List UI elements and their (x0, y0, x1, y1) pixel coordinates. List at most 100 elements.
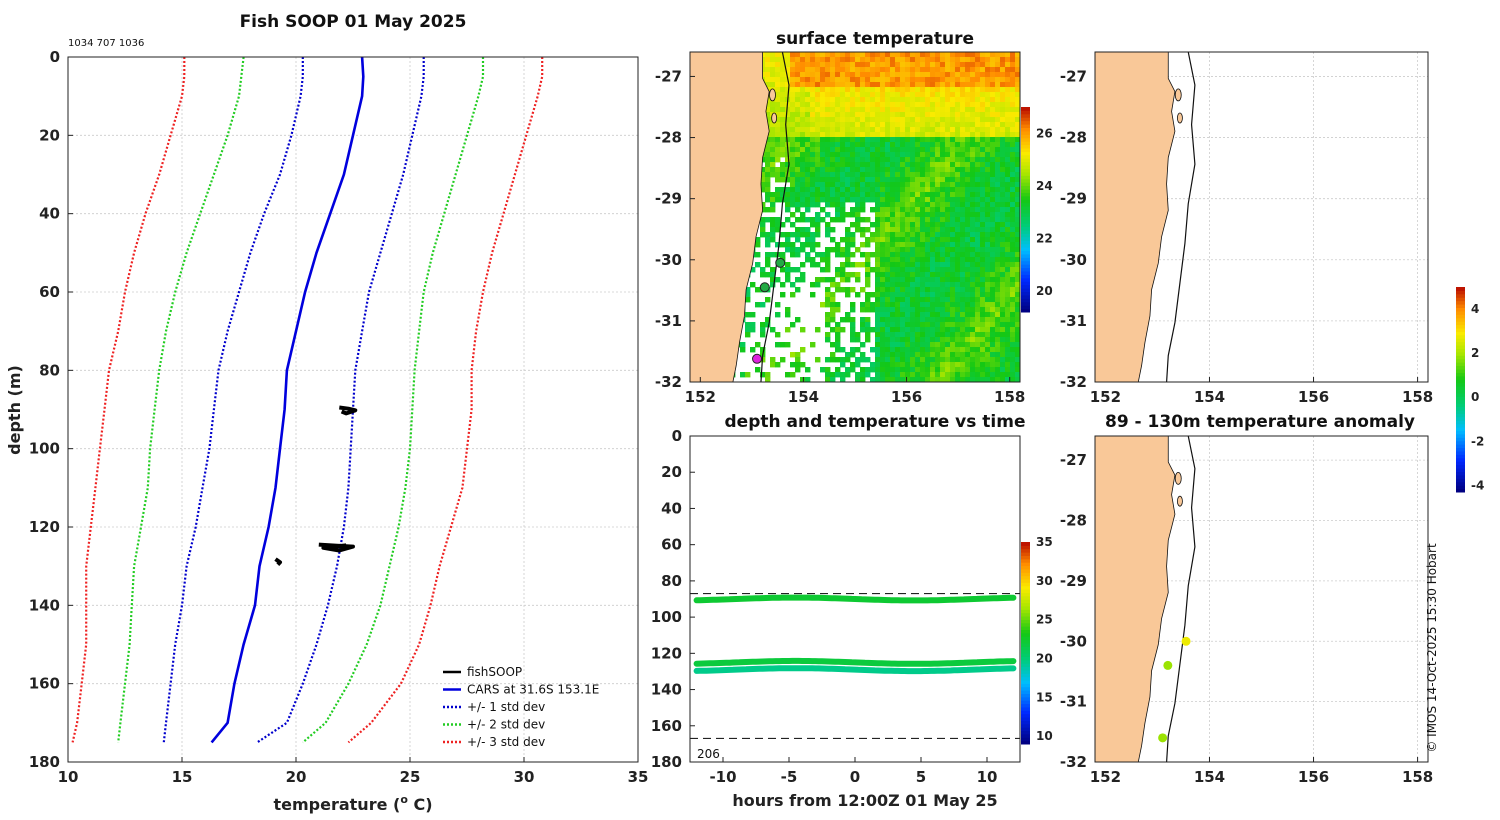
sst-cell (1010, 167, 1016, 173)
sst-cell (845, 82, 851, 88)
sst-cell (935, 172, 941, 178)
anomaly-colorbar-segment (1456, 410, 1465, 414)
sst-cell (800, 52, 806, 58)
sst-cell (770, 192, 776, 198)
sst-cell (865, 192, 871, 198)
sst-cell (770, 77, 776, 83)
sst-cell (820, 152, 826, 158)
track-map-island (1174, 88, 1182, 102)
sst-cell (815, 147, 821, 153)
sst-cell (1015, 247, 1021, 253)
sst-cell (880, 367, 886, 373)
sst-cell (915, 337, 921, 343)
sst-cell (925, 147, 931, 153)
profile-xtick-label: 15 (172, 768, 193, 786)
sst-cell (855, 97, 861, 103)
sst-cell (775, 222, 781, 228)
sst-cell (955, 232, 961, 238)
sst-cell (835, 162, 841, 168)
sst-cell (1010, 342, 1016, 348)
sst-cell (790, 152, 796, 158)
sst-cell (880, 107, 886, 113)
sst-track-point-2 (752, 353, 763, 364)
sst-cell (945, 367, 951, 373)
sst-cell (765, 182, 771, 188)
sst-cell (850, 177, 856, 183)
sst-cell (875, 132, 881, 138)
sst-cell (995, 282, 1001, 288)
sst-cell (965, 202, 971, 208)
sst-cell (990, 77, 996, 83)
sst-colorbar-segment (1021, 230, 1030, 234)
sst-cell (875, 102, 881, 108)
sst-cell (910, 112, 916, 118)
sst-cell (775, 187, 781, 193)
sst-cell (845, 312, 851, 318)
sst-cell (1000, 72, 1006, 78)
sst-cell (990, 377, 996, 383)
sst-cell (1010, 327, 1016, 333)
sst-cell (940, 222, 946, 228)
sst-cell (1010, 227, 1016, 233)
sst-cell (820, 172, 826, 178)
sst-cell (875, 242, 881, 248)
sst-cell (845, 257, 851, 263)
timedepth-colorbar-segment (1021, 552, 1030, 556)
sst-cell (990, 277, 996, 283)
sst-cell (930, 372, 936, 378)
sst-cell (865, 277, 871, 283)
sst-cell (1010, 362, 1016, 368)
sst-cell (825, 52, 831, 58)
sst-cell (910, 242, 916, 248)
sst-cell (955, 272, 961, 278)
sst-cell (1015, 117, 1021, 123)
sst-cell (830, 217, 836, 223)
sst-cell (920, 52, 926, 58)
sst-cell (760, 172, 766, 178)
sst-cell (800, 112, 806, 118)
sst-cell (975, 207, 981, 213)
sst-cell (850, 82, 856, 88)
sst-cell (815, 132, 821, 138)
sst-cell (860, 377, 866, 383)
sst-cell (915, 97, 921, 103)
sst-cell (995, 217, 1001, 223)
sst-cell (900, 52, 906, 58)
sst-colorbar-segment (1021, 120, 1030, 125)
sst-cell (785, 217, 791, 223)
sst-cell (970, 372, 976, 378)
sst-cell (910, 307, 916, 313)
sst-cell (835, 282, 841, 288)
sst-cell (960, 132, 966, 138)
sst-cell (1000, 312, 1006, 318)
sst-cell (885, 342, 891, 348)
sst-cell (940, 272, 946, 278)
sst-cell (945, 147, 951, 153)
sst-cell (910, 257, 916, 263)
sst-cell (845, 247, 851, 253)
sst-cell (795, 142, 801, 148)
sst-colorbar-segment (1021, 288, 1030, 292)
sst-cell (995, 242, 1001, 248)
sst-cell (985, 377, 991, 383)
sst-cell (965, 182, 971, 188)
sst-cell (835, 102, 841, 108)
sst-cell (860, 107, 866, 113)
sst-cell (765, 157, 771, 163)
sst-cell (905, 217, 911, 223)
sst-cell (995, 232, 1001, 238)
sst-cell (1015, 307, 1021, 313)
sst-cell (925, 137, 931, 143)
sst-cell (765, 147, 771, 153)
sst-cell (765, 272, 771, 278)
sst-cell (925, 342, 931, 348)
sst-cell (975, 347, 981, 353)
timedepth-colorbar-segment (1021, 629, 1030, 634)
sst-cell (985, 122, 991, 128)
sst-cell (805, 217, 811, 223)
sst-cell (890, 277, 896, 283)
sst-cell (830, 122, 836, 128)
sst-cell (915, 162, 921, 168)
sst-map-land (689, 51, 770, 383)
sst-cell (1015, 187, 1021, 193)
